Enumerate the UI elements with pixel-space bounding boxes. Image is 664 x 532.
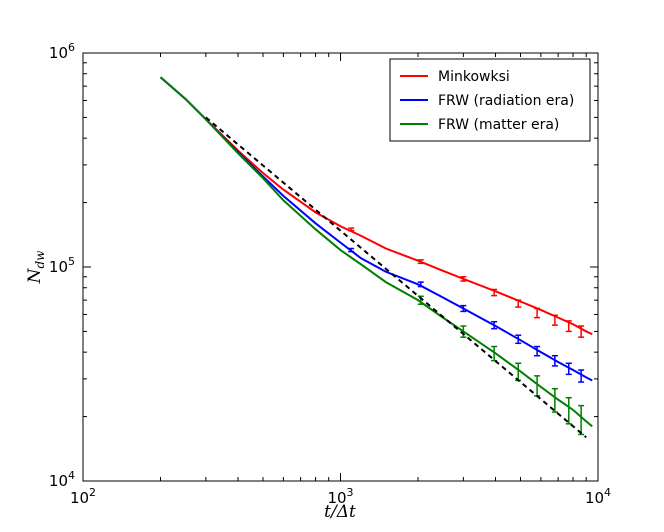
errorbar-2-6 xyxy=(565,396,572,425)
errorbar-1-8 xyxy=(578,369,585,383)
errorbar-0-6 xyxy=(551,314,558,326)
errorbar-1-0 xyxy=(348,247,355,253)
y-tick-exponent: 5 xyxy=(68,255,75,268)
errorbar-0-2 xyxy=(460,276,467,282)
x-tick-label-1: 103 xyxy=(327,486,353,507)
x-tick-base: 10 xyxy=(327,489,346,507)
errorbar-1-6 xyxy=(551,354,558,367)
errorbar-1-1 xyxy=(417,281,424,288)
y-tick-base: 10 xyxy=(49,44,68,62)
errorbar-1-4 xyxy=(515,334,522,345)
x-tick-label-0: 102 xyxy=(70,486,96,507)
y-tick-base: 10 xyxy=(49,472,68,490)
errorbar-1-7 xyxy=(565,362,572,376)
errorbar-0-5 xyxy=(534,307,541,319)
errorbar-0-8 xyxy=(578,325,585,338)
y-tick-label-1: 105 xyxy=(49,255,75,276)
reference-power-law-line xyxy=(205,116,587,439)
y-tick-exponent: 4 xyxy=(68,469,75,482)
errorbar-1-3 xyxy=(491,320,498,330)
x-tick-base: 10 xyxy=(70,489,89,507)
errorbar-2-7 xyxy=(578,404,585,436)
legend-label-0: Minkowksi xyxy=(438,69,510,85)
errorbar-1-2 xyxy=(460,304,467,313)
x-tick-base: 10 xyxy=(585,489,604,507)
series-layer xyxy=(159,76,593,439)
errorbar-1-5 xyxy=(534,345,541,357)
legend: Minkowksi FRW (radiation era) FRW (matter … xyxy=(389,58,591,142)
y-axis-label: Ndw xyxy=(25,250,47,285)
x-tick-exponent: 4 xyxy=(604,486,611,499)
errorbar-0-0 xyxy=(348,227,355,232)
legend-label-1: FRW (radiation era) xyxy=(438,93,574,109)
errorbar-2-5 xyxy=(551,387,558,413)
y-axis-label-sub: dw xyxy=(33,250,47,269)
y-axis-label-main: N xyxy=(25,267,45,284)
errorbar-0-4 xyxy=(515,299,522,308)
y-tick-base: 10 xyxy=(49,258,68,276)
x-tick-exponent: 2 xyxy=(89,486,96,499)
legend-label-2: FRW (matter era) xyxy=(438,117,559,133)
errorbar-0-7 xyxy=(565,320,572,333)
errorbar-0-1 xyxy=(417,259,424,265)
errorbar-2-1 xyxy=(460,325,467,338)
y-tick-label-2: 106 xyxy=(49,41,75,62)
errorbar-0-3 xyxy=(491,288,498,297)
y-tick-exponent: 6 xyxy=(68,41,75,54)
x-tick-label-2: 104 xyxy=(585,486,611,507)
x-axis-label: t/Δt xyxy=(324,502,356,522)
x-tick-exponent: 3 xyxy=(347,486,354,499)
y-tick-label-0: 104 xyxy=(49,469,75,490)
